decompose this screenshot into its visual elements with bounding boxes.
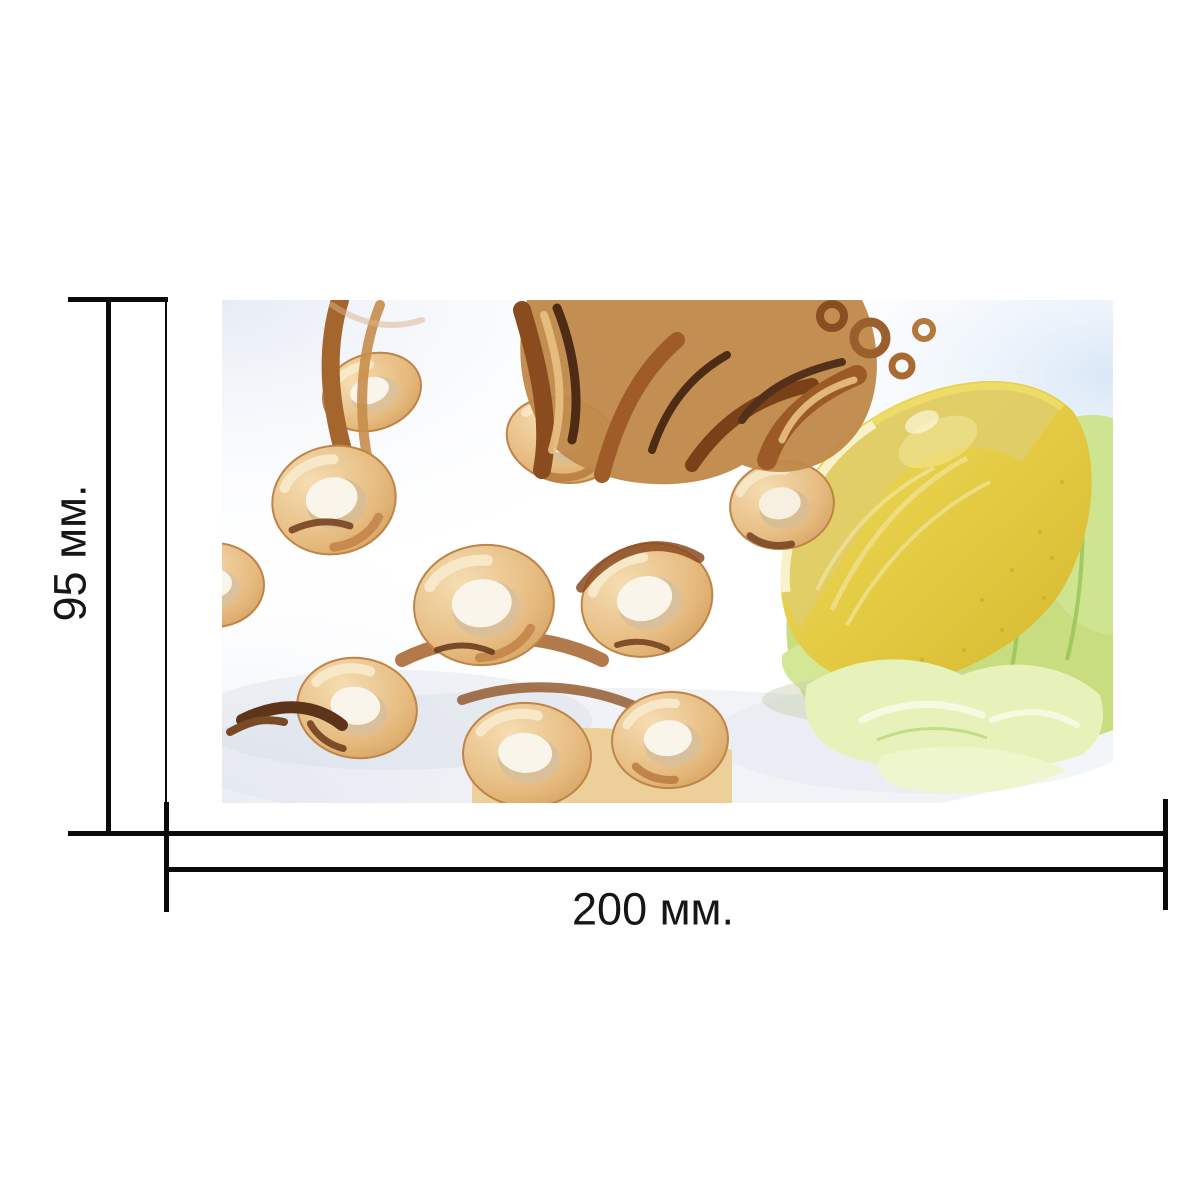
vertical-dimension-top-tick bbox=[68, 297, 168, 302]
vertical-extension-line bbox=[165, 297, 167, 871]
squid-tentacles bbox=[321, 300, 936, 710]
vertical-dimension-line bbox=[106, 297, 111, 835]
lettuce-front-leaves bbox=[805, 659, 1103, 794]
horizontal-dimension-left-tick bbox=[164, 802, 169, 912]
food-photo bbox=[222, 300, 1113, 803]
horizontal-dimension-right-tick bbox=[1163, 799, 1168, 910]
width-dimension-label: 200 мм. bbox=[572, 883, 734, 935]
calamari-rings-front bbox=[222, 444, 732, 803]
horizontal-dimension-line bbox=[164, 867, 1168, 872]
photo-bottom-edge-line bbox=[68, 831, 1168, 836]
height-dimension-label: 95 мм. bbox=[44, 484, 96, 622]
food-photo-canvas bbox=[222, 300, 1113, 803]
